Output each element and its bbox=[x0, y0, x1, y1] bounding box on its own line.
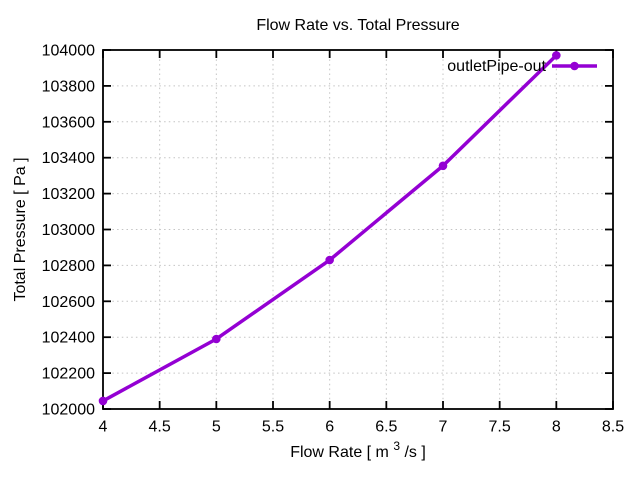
axis-ticks bbox=[102, 49, 614, 410]
y-tick-labels: 102000 102200 102400 102600 102800 103000 1032… bbox=[42, 43, 95, 419]
x-tick-label: 7.5 bbox=[489, 419, 511, 436]
y-tick-label: 102400 bbox=[42, 330, 95, 347]
legend: outletPipe-out bbox=[447, 58, 597, 75]
y-tick-label: 103400 bbox=[42, 150, 95, 167]
data-point bbox=[212, 334, 221, 344]
series-group bbox=[98, 51, 561, 406]
y-tick-label: 103600 bbox=[42, 114, 95, 131]
x-tick-label: 4 bbox=[99, 419, 108, 436]
chart-title: Flow Rate vs. Total Pressure bbox=[256, 17, 459, 34]
y-tick-label: 104000 bbox=[42, 43, 95, 60]
x-tick-label: 4.5 bbox=[149, 419, 171, 436]
x-axis-title-pre: Flow Rate [ m bbox=[290, 444, 389, 461]
gridlines bbox=[103, 50, 613, 409]
legend-marker bbox=[570, 61, 579, 71]
x-tick-label: 6.5 bbox=[375, 419, 397, 436]
y-axis-title: Total Pressure [ Pa ] bbox=[12, 157, 29, 301]
x-tick-label: 6 bbox=[325, 419, 334, 436]
x-axis-title: Flow Rate [ m 3 /s ] bbox=[290, 437, 426, 461]
y-tick-label: 103000 bbox=[42, 222, 95, 239]
x-tick-label: 5 bbox=[212, 419, 221, 436]
y-tick-label: 103800 bbox=[42, 78, 95, 95]
x-tick-labels: 4 4.5 5 5.5 6 6.5 7 7.5 8 8.5 bbox=[99, 419, 625, 436]
y-tick-label: 102800 bbox=[42, 258, 95, 275]
x-tick-label: 8 bbox=[552, 419, 561, 436]
x-axis-title-post: /s ] bbox=[404, 444, 425, 461]
y-tick-label: 102600 bbox=[42, 294, 95, 311]
data-point bbox=[325, 255, 334, 265]
x-tick-label: 8.5 bbox=[602, 419, 624, 436]
data-point bbox=[552, 51, 561, 60]
x-tick-label: 5.5 bbox=[262, 419, 284, 436]
y-tick-label: 102200 bbox=[42, 366, 95, 383]
y-tick-label: 103200 bbox=[42, 186, 95, 203]
data-point bbox=[438, 161, 448, 171]
x-tick-label: 7 bbox=[439, 419, 448, 436]
y-tick-label: 102000 bbox=[42, 402, 95, 419]
x-axis-title-sup: 3 bbox=[393, 439, 400, 453]
legend-label: outletPipe-out bbox=[447, 58, 546, 75]
data-point bbox=[98, 396, 108, 406]
